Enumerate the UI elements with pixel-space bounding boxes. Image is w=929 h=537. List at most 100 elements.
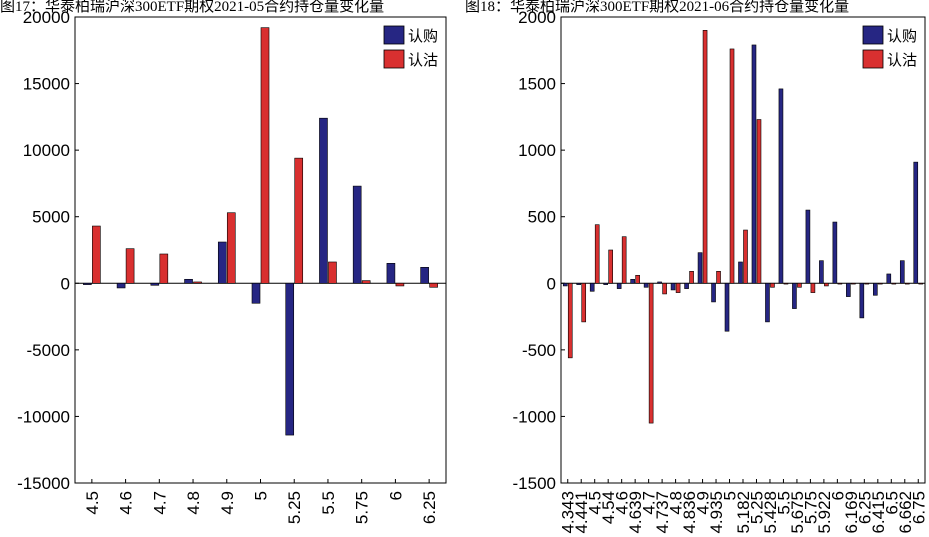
bar-put [361, 280, 371, 284]
bar-call [184, 278, 193, 284]
bar-call [805, 209, 811, 284]
bar-call [886, 273, 892, 284]
bar-call [832, 221, 838, 284]
x-tick-label: 4.9 [694, 491, 713, 515]
y-tick-label: 0 [61, 274, 70, 293]
bar-call [846, 282, 851, 297]
y-tick-label: 0 [547, 274, 556, 293]
bar-call [562, 282, 568, 287]
bar-call [643, 282, 649, 288]
chart-2021-05: 图17：华泰柏瑞沪深300ETF期权2021-05合约持仓量变化量 -15000… [0, 0, 447, 524]
bar-call [319, 117, 328, 284]
bar-put [783, 282, 789, 285]
x-tick-label: 6 [828, 491, 847, 500]
bar-put [770, 282, 775, 288]
y-tick-label: 15000 [23, 75, 70, 94]
x-tick-label: 5 [252, 491, 271, 500]
x-tick-label: 5.922 [815, 491, 834, 534]
bar-put [567, 282, 573, 359]
bar-put [756, 119, 762, 284]
bar-call [792, 282, 797, 309]
bar-call [751, 44, 757, 284]
bar-call [576, 282, 582, 285]
bar-put [662, 282, 667, 295]
x-tick-label: 5.675 [788, 491, 807, 534]
legend-label-call: 认购 [408, 27, 438, 45]
bar-call [859, 282, 865, 319]
bar-put [260, 27, 270, 284]
bar-put [797, 282, 802, 288]
bar-put [904, 282, 910, 285]
chart-title: 图18：华泰柏瑞沪深300ETF期权2021-06合约持仓量变化量 [465, 0, 849, 15]
bar-put [878, 282, 883, 285]
legend-swatch-call [383, 25, 405, 45]
bar-put [594, 224, 600, 284]
bar-call [630, 278, 635, 284]
bar-put [743, 229, 748, 284]
x-tick-label: 5 [721, 491, 740, 500]
bar-put [621, 236, 627, 284]
y-tick-label: -1500 [513, 474, 556, 493]
legend-label-call: 认购 [887, 27, 917, 45]
bar-call [765, 282, 770, 323]
x-tick-label: 4.6 [613, 491, 632, 515]
bar-put [716, 271, 721, 284]
bar-put [891, 282, 897, 285]
bar-call [738, 261, 743, 284]
x-tick-label: 5.25 [285, 491, 304, 524]
x-tick-label: 4.441 [572, 491, 591, 534]
y-tick-label: -10000 [17, 407, 70, 426]
y-tick-label: 10000 [23, 141, 70, 160]
x-tick-label: 6.662 [896, 491, 915, 534]
bar-put [581, 282, 587, 323]
x-tick-label: 4.8 [667, 491, 686, 515]
x-tick-label: 4.7 [640, 491, 659, 515]
bar-put [689, 271, 694, 284]
y-tick-label: -500 [522, 341, 556, 360]
y-tick-label: 1500 [518, 75, 556, 94]
x-tick-label: 4.343 [559, 491, 578, 534]
x-tick-label: 4.8 [184, 491, 203, 515]
bar-call [150, 282, 160, 286]
bar-call [589, 282, 595, 292]
bar-call [724, 282, 730, 332]
bar-put [328, 261, 337, 284]
legend-label-put: 认沽 [408, 51, 438, 69]
x-tick-label: 4.5 [83, 491, 102, 515]
bar-call [83, 282, 92, 285]
y-tick-label: -15000 [17, 474, 70, 493]
bar-call [251, 282, 261, 304]
x-tick-label: 6.25 [855, 491, 874, 524]
y-tick-label: -5000 [27, 341, 70, 360]
bar-call [386, 263, 396, 284]
bar-put [824, 282, 829, 287]
x-tick-label: 6.25 [420, 491, 439, 524]
x-tick-label: 5.75 [353, 491, 372, 524]
bar-put [851, 282, 856, 285]
y-tick-label: 500 [528, 208, 556, 227]
x-tick-label: 4.5 [586, 491, 605, 515]
bar-call [116, 282, 126, 289]
x-tick-label: 4.737 [653, 491, 672, 534]
bar-call [603, 282, 608, 285]
bar-put [864, 282, 870, 285]
x-tick-label: 5.75 [801, 491, 820, 524]
x-tick-label: 4.639 [626, 491, 645, 534]
bar-put [837, 282, 843, 285]
bar-put [918, 282, 924, 285]
x-tick-label: 4.9 [218, 491, 237, 515]
bar-call [913, 161, 919, 284]
y-tick-label: 1000 [518, 141, 556, 160]
bar-put [675, 282, 681, 293]
bar-call [420, 267, 429, 284]
y-tick-label: 2000 [518, 8, 556, 27]
bar-put [729, 48, 735, 284]
bar-call [217, 241, 227, 284]
legend-swatch-put [862, 49, 884, 69]
x-tick-label: 4.7 [150, 491, 169, 515]
x-tick-label: 4.6 [117, 491, 136, 515]
bar-put [608, 249, 613, 284]
bar-put [294, 157, 304, 284]
y-tick-label: 20000 [23, 8, 70, 27]
bar-call [873, 282, 878, 296]
